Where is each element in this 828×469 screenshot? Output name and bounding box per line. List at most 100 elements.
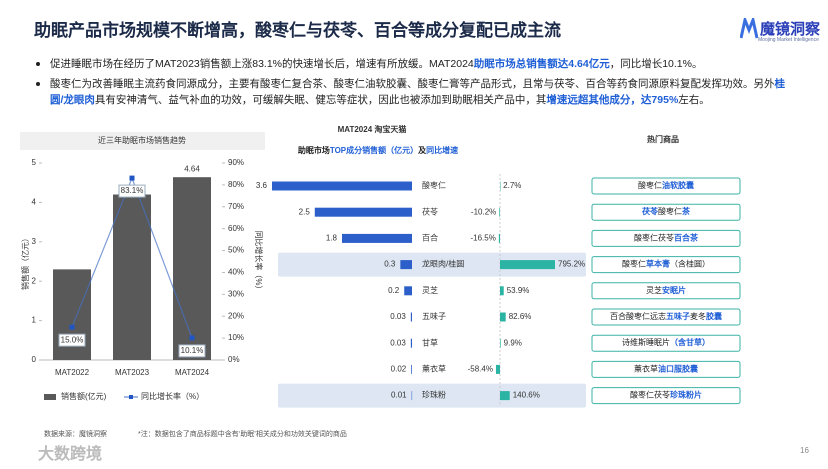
category-label: 茯苓 <box>422 206 438 216</box>
subtitle-run: 助眠市场 <box>298 145 330 155</box>
bullet: 促进睡眠市场在经历了MAT2023销售额上涨83.1%的快速增长后，增速有所放缓… <box>36 56 796 72</box>
logo-icon <box>740 18 758 39</box>
growth-bar <box>500 286 504 296</box>
text-run: ，同比增长10.1%。 <box>609 58 703 70</box>
sales-bar <box>411 364 412 374</box>
y2-tick-label: 70% <box>228 202 244 211</box>
y-tick-label: 2 <box>32 276 37 285</box>
sales-bar <box>400 260 412 270</box>
product-name: 茯苓酸枣仁茶 <box>641 206 691 216</box>
y-tick-label: 0 <box>32 355 37 364</box>
product-run: 安眠片 <box>662 285 686 295</box>
product-name: 酸枣仁油软胶囊 <box>638 180 695 190</box>
product-run: （含甘草） <box>670 337 710 347</box>
label-box <box>58 333 86 347</box>
text-run: 左右。 <box>678 94 710 106</box>
sales-bar <box>410 338 412 348</box>
product-run: 茶 <box>681 206 691 216</box>
y2-tick-label: 50% <box>228 246 244 255</box>
growth-label: -10.2% <box>471 207 496 216</box>
product-run: 草本膏 <box>646 259 670 269</box>
y2-tick-label: 60% <box>228 224 244 233</box>
growth-bar <box>499 207 500 217</box>
growth-label: -58.4% <box>468 365 493 374</box>
product-run: 灵芝 <box>646 285 662 295</box>
line-marker <box>189 335 195 341</box>
product-run: 茯苓 <box>641 206 659 216</box>
source: 数据来源：魔镜洞察 <box>44 431 107 438</box>
growth-label: 53.9% <box>507 286 530 295</box>
product-run: 诗维斯睡眠片 <box>622 337 670 347</box>
sales-label: 0.02 <box>391 365 407 374</box>
sales-label: 0.03 <box>390 312 406 321</box>
text-run: 酸枣仁为改善睡眠主流药食同源成分，主要有酸枣仁复合茶、酸枣仁油软胶囊、酸枣仁膏等… <box>50 78 775 90</box>
bullet: 酸枣仁为改善睡眠主流药食同源成分，主要有酸枣仁复合茶、酸枣仁油软胶囊、酸枣仁膏等… <box>36 76 796 108</box>
y2-axis-label: 同比增长率（%） <box>254 230 264 293</box>
y2-tick-label: 40% <box>228 268 244 277</box>
product-box <box>591 256 741 274</box>
product-box <box>591 334 741 352</box>
sales-label: 0.2 <box>388 286 400 295</box>
line-label: 10.1% <box>181 346 204 355</box>
category-label: 甘草 <box>422 337 438 347</box>
product-box <box>591 177 741 195</box>
product-box <box>591 360 741 378</box>
product-run: 薰衣草 <box>634 364 658 374</box>
product-run: 胶囊 <box>706 311 723 321</box>
y-tick-label: 4 <box>32 198 37 207</box>
product-box <box>591 308 741 326</box>
row-highlight <box>278 252 586 277</box>
growth-bar <box>498 233 500 243</box>
growth-bar <box>495 364 500 374</box>
product-name: 诗维斯睡眠片（含甘草） <box>622 337 710 347</box>
product-name: 酸枣仁茯苓百合茶 <box>634 233 699 243</box>
product-run: 酸枣仁 <box>638 180 662 190</box>
growth-bar <box>500 391 510 401</box>
sales-label: 0.03 <box>390 338 406 347</box>
product-name: 灵芝安眠片 <box>646 285 686 295</box>
product-run: 油口服胶囊 <box>658 364 699 374</box>
product-run: （含桂圆） <box>670 259 710 269</box>
category-label: 五味子 <box>422 311 446 321</box>
page-number: 16 <box>800 446 809 455</box>
chart-subtitle: 助眠市场TOP成分销售额（亿元）及同比增速 <box>298 145 458 155</box>
subtitle-run: 及 <box>418 146 427 155</box>
product-run: 酸枣仁 <box>658 206 682 216</box>
subtitle-run: 同比增速 <box>426 145 458 155</box>
text-run: 助眠市场总销售额达4.64亿元 <box>473 58 610 70</box>
label-box <box>118 184 146 198</box>
growth-bar <box>500 260 555 270</box>
chart-title-band <box>20 132 265 150</box>
sales-label: 2.5 <box>299 207 311 216</box>
x-tick-label: MAT2022 <box>55 368 90 377</box>
legend-label: 同比增长率（%） <box>141 391 204 401</box>
growth-label: 9.9% <box>504 338 522 347</box>
bar-label: 4.64 <box>184 164 200 173</box>
y2-tick-label: 30% <box>228 289 244 298</box>
text-run: 桂圆/龙眼肉 <box>50 78 785 106</box>
line-label: 15.0% <box>61 335 84 344</box>
growth-label: -16.5% <box>470 234 495 243</box>
line-marker <box>129 175 135 181</box>
y2-tick-label: 0% <box>228 355 240 364</box>
text-run: 增速远超其他成分，达795% <box>546 94 679 106</box>
x-tick-label: MAT2023 <box>115 368 150 377</box>
growth-bar <box>500 312 506 322</box>
sales-bar <box>272 181 412 191</box>
subtitle-run: TOP成分销售额（亿元） <box>330 145 418 155</box>
sales-bar <box>404 286 412 296</box>
label-box <box>178 344 206 358</box>
y-tick-label: 5 <box>32 158 37 167</box>
product-box <box>591 229 741 247</box>
y2-tick-label: 10% <box>228 333 244 342</box>
category-label: 灵芝 <box>422 285 438 295</box>
legend-label: 销售额(亿元) <box>61 391 107 401</box>
product-run: 麦冬 <box>690 311 706 321</box>
sales-label: 1.8 <box>326 234 338 243</box>
product-run: 油软胶囊 <box>662 180 695 190</box>
product-run: 珍珠粉片 <box>670 390 702 400</box>
growth-label: 795.2% <box>558 260 585 269</box>
note: *注：数据包含了商品标题中含有‘助眠’相关成分和功效关键词的商品 <box>138 431 347 438</box>
x-tick-label: MAT2024 <box>175 368 210 377</box>
